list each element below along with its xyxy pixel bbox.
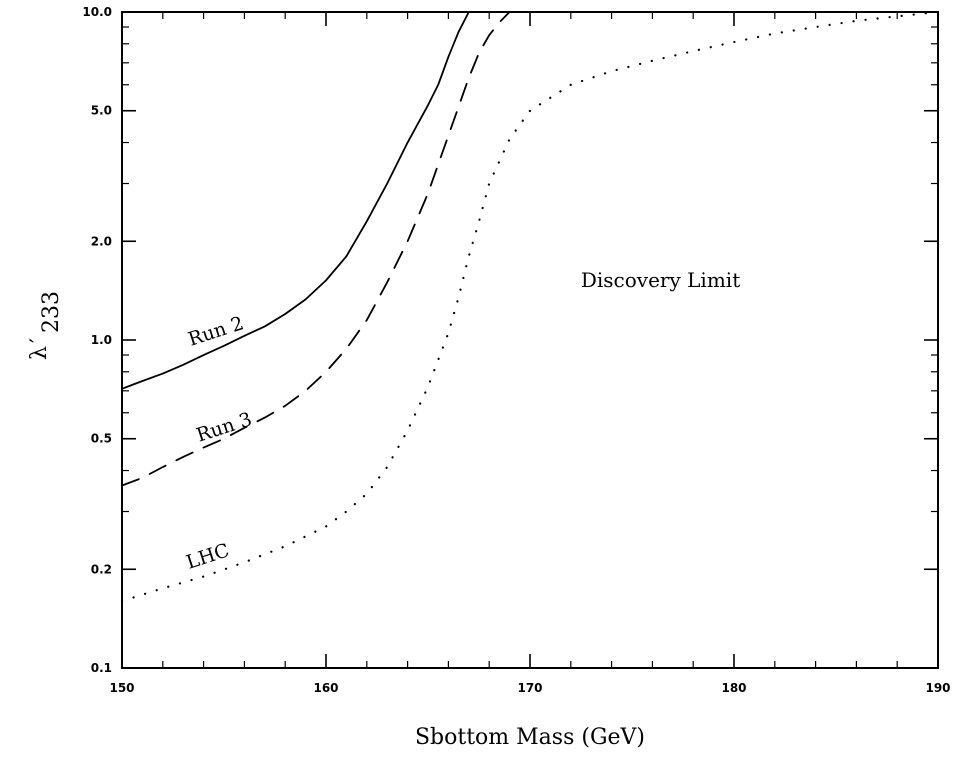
x-tick-label: 160 [313, 681, 338, 695]
series-line-3 [120, 10, 940, 603]
y-tick-label: 2.0 [91, 234, 112, 248]
y-axis-title-prime: ′ [27, 338, 52, 343]
x-tick-label: 180 [721, 681, 746, 695]
x-tick-label: 150 [109, 681, 134, 695]
x-tick-label: 170 [517, 681, 542, 695]
y-axis-title: λ ′ 233 [27, 291, 64, 360]
ticks-group [121, 11, 939, 669]
y-axis-title-subscript: 233 [39, 291, 64, 333]
chart-annotation-1: Discovery Limit [581, 268, 740, 292]
y-tick-label: 0.2 [91, 562, 112, 576]
y-axis-title-lambda: λ [27, 346, 52, 360]
x-axis-title: Sbottom Mass (GeV) [415, 725, 645, 750]
y-tick-label: 10.0 [82, 5, 112, 19]
y-tick-label: 5.0 [91, 104, 112, 118]
series-group [120, 10, 940, 603]
y-tick-label: 1.0 [91, 333, 112, 347]
series-label-2: Run 3 [194, 408, 255, 447]
series-line-1 [121, 11, 470, 390]
x-tick-label: 190 [925, 681, 950, 695]
series-label-3: LHC [184, 539, 232, 573]
y-tick-label: 0.5 [91, 432, 112, 446]
series-label-1: Run 2 [186, 312, 247, 351]
series-line-2 [121, 11, 511, 487]
y-tick-label: 0.1 [91, 661, 112, 675]
